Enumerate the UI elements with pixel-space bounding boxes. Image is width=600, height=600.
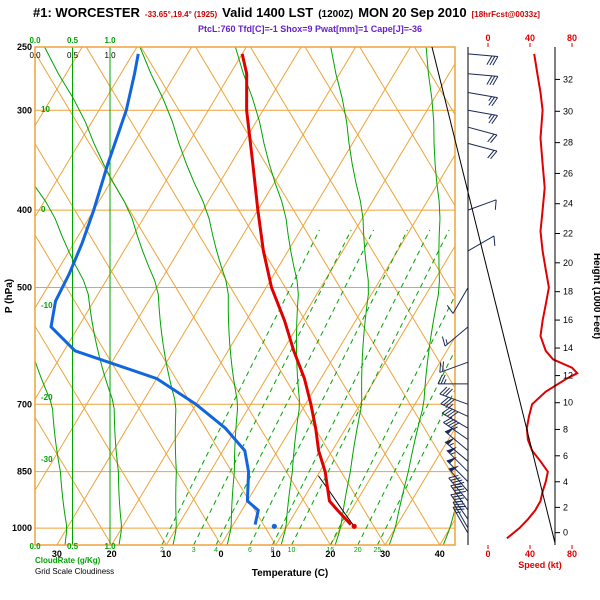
- svg-text:Height (1000 Feet): Height (1000 Feet): [591, 253, 600, 339]
- svg-text:18: 18: [563, 287, 573, 297]
- svg-text:0.5: 0.5: [67, 36, 79, 45]
- svg-text:-20: -20: [41, 393, 53, 402]
- svg-text:16: 16: [563, 315, 573, 325]
- svg-text:Grid Scale Cloudiness: Grid Scale Cloudiness: [35, 567, 114, 576]
- svg-text:24: 24: [563, 199, 573, 209]
- svg-text:32: 32: [563, 74, 573, 84]
- svg-text:-10: -10: [41, 301, 53, 310]
- svg-text:4: 4: [214, 547, 218, 554]
- svg-text:8: 8: [563, 424, 568, 434]
- svg-text:20: 20: [107, 549, 117, 559]
- svg-text:0: 0: [485, 33, 490, 43]
- svg-text:40: 40: [525, 549, 535, 559]
- svg-text:30: 30: [380, 549, 390, 559]
- svg-text:850: 850: [17, 467, 32, 477]
- svg-text:700: 700: [17, 399, 32, 409]
- station-title: #1: WORCESTER: [33, 5, 140, 20]
- svg-text:3: 3: [192, 547, 196, 554]
- svg-text:20: 20: [563, 258, 573, 268]
- svg-text:6: 6: [248, 547, 252, 554]
- svg-text:40: 40: [435, 549, 445, 559]
- svg-text:28: 28: [563, 138, 573, 148]
- svg-text:CloudRate (g/Kg): CloudRate (g/Kg): [35, 556, 101, 565]
- svg-text:10: 10: [288, 547, 296, 554]
- grid-green: [35, 47, 455, 545]
- wind-barbs: [437, 47, 499, 545]
- svg-text:30: 30: [52, 549, 62, 559]
- svg-text:22: 22: [563, 229, 573, 239]
- plot-border: [34, 46, 456, 546]
- valid-time: Valid 1400 LST: [222, 5, 314, 20]
- grid-orange: [35, 47, 455, 545]
- svg-text:0: 0: [563, 528, 568, 538]
- svg-text:14: 14: [563, 343, 573, 353]
- svg-text:80: 80: [567, 549, 577, 559]
- svg-text:P (hPa): P (hPa): [4, 279, 15, 313]
- svg-text:0.0: 0.0: [29, 51, 41, 60]
- svg-text:30: 30: [563, 106, 573, 116]
- svg-text:10: 10: [563, 398, 573, 408]
- svg-text:20: 20: [354, 547, 362, 554]
- svg-text:1000: 1000: [12, 523, 32, 533]
- svg-text:26: 26: [563, 168, 573, 178]
- svg-text:300: 300: [17, 105, 32, 115]
- svg-text:10: 10: [41, 105, 50, 114]
- svg-text:20: 20: [325, 549, 335, 559]
- svg-text:Temperature (C): Temperature (C): [252, 568, 329, 579]
- svg-text:6: 6: [563, 451, 568, 461]
- valid-date: MON 20 Sep 2010: [358, 5, 467, 20]
- svg-text:40: 40: [525, 33, 535, 43]
- svg-text:0: 0: [41, 205, 46, 214]
- svg-text:400: 400: [17, 205, 32, 215]
- svg-text:80: 80: [567, 33, 577, 43]
- svg-text:25: 25: [374, 547, 382, 554]
- title-bar: #1: WORCESTER -33.65°,19.4° (1925) Valid…: [33, 5, 540, 20]
- svg-text:1.0: 1.0: [104, 36, 116, 45]
- sounding-curves: [49, 53, 357, 529]
- svg-text:8: 8: [270, 547, 274, 554]
- svg-text:0: 0: [218, 549, 223, 559]
- svg-text:0: 0: [485, 549, 490, 559]
- svg-text:15: 15: [327, 547, 335, 554]
- svg-text:10: 10: [271, 549, 281, 559]
- svg-text:12: 12: [563, 371, 573, 381]
- svg-text:2: 2: [563, 502, 568, 512]
- svg-text:0.0: 0.0: [29, 542, 41, 551]
- svg-text:4: 4: [563, 477, 568, 487]
- svg-text:-30: -30: [41, 455, 53, 464]
- valid-zulu: (1200Z): [318, 9, 354, 20]
- speed-profile: [506, 53, 579, 540]
- svg-text:250: 250: [17, 42, 32, 52]
- svg-text:0.5: 0.5: [67, 542, 79, 551]
- svg-text:10: 10: [161, 549, 171, 559]
- forecast-tag: [18hrFcst@0033z]: [471, 10, 540, 19]
- svg-text:1.0: 1.0: [104, 542, 116, 551]
- svg-text:0.5: 0.5: [67, 51, 79, 60]
- svg-text:1.0: 1.0: [104, 51, 116, 60]
- svg-text:500: 500: [17, 283, 32, 293]
- svg-text:Speed (kt): Speed (kt): [518, 560, 562, 570]
- station-coords: -33.65°,19.4° (1925): [144, 10, 218, 19]
- svg-text:0.0: 0.0: [29, 36, 41, 45]
- stability-params: PtcL:760 Tfd[C]=-1 Shox=9 Pwat[mm]=1 Cap…: [198, 24, 423, 34]
- svg-text:2: 2: [160, 547, 164, 554]
